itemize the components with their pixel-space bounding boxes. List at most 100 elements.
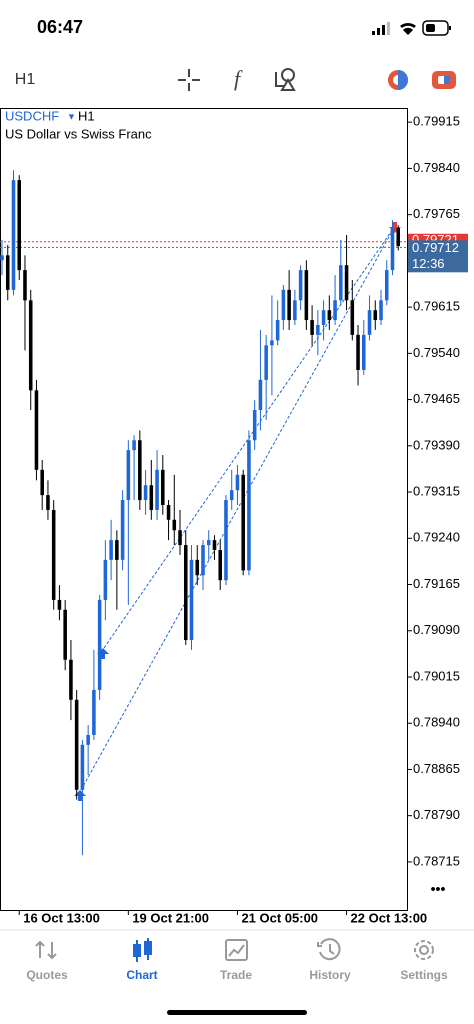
candle-body [28,300,33,391]
candle-body [23,270,27,301]
candle-body [103,559,108,600]
x-tick-label: 19 Oct 21:00 [132,910,209,925]
candle-body [229,490,234,501]
candle-body [149,485,154,510]
candle-body [172,519,177,531]
home-indicator [167,1010,307,1015]
candle-body [293,300,297,321]
toolbar-timeframe[interactable]: H1 [15,71,36,88]
candle-body [109,540,113,560]
chart-subtitle: US Dollar vs Swiss Franc [5,126,152,141]
candle-body [86,734,90,745]
y-tick-label: 0.79390 [413,437,460,452]
y-tick-label: 0.78790 [413,807,460,822]
candle-body [97,599,102,690]
candle-body [379,300,383,321]
indicator-icon[interactable]: f [234,66,243,91]
candle-body [321,310,326,325]
candle-body [356,334,360,370]
candle-body [178,530,182,546]
tab-label[interactable]: Quotes [26,968,68,982]
more-button[interactable]: ••• [431,881,446,897]
candle-body [275,320,280,341]
candle-body [373,310,378,321]
candle-body [143,485,148,501]
y-tick-label: 0.79240 [413,530,460,545]
x-tick-label: 21 Oct 05:00 [241,910,318,925]
y-tick-label: 0.79840 [413,160,460,175]
candle-body [138,440,142,501]
chart-timeframe: H1 [78,108,95,123]
candle-body [34,390,39,470]
trade-icon[interactable] [432,71,456,89]
candle-body [132,440,136,451]
candle-body [281,289,286,321]
chart-symbol: USDCHF [5,108,59,123]
y-tick-label: 0.79615 [413,299,460,314]
candle-body [287,289,291,321]
chart-frame [0,108,408,911]
candle-body [224,500,228,581]
candle-body [189,559,194,640]
candle-body [367,310,372,335]
y-tick-label: 0.79540 [413,345,460,360]
candle-body [339,265,343,301]
candle-body [304,270,309,321]
y-tick-label: 0.79915 [413,114,460,129]
candle-body [63,609,67,660]
candle-body [80,744,85,790]
candle-body [298,270,303,301]
objects-icon[interactable] [275,68,296,91]
account-icon[interactable] [388,70,408,90]
candle-body [270,340,274,346]
candle-body [327,310,332,321]
candle-body [206,540,211,546]
y-tick-label: 0.79165 [413,576,460,591]
candle-body [51,509,56,600]
status-time: 06:47 [37,17,83,37]
candle-body [17,180,22,271]
candle-body [155,469,159,510]
symbol-dropdown[interactable]: ▼ [67,111,76,121]
candle-body [40,469,44,496]
candle-body [247,440,251,571]
candle-body [218,549,223,581]
y-tick-label: 0.79315 [413,483,460,498]
bid-label: 0.79712 [412,240,459,255]
tab-label[interactable]: Settings [400,968,448,982]
y-tick-label: 0.78940 [413,715,460,730]
candle-body [183,545,188,640]
candle-body [161,469,165,505]
candle-body [344,265,349,301]
candle-body [120,500,125,560]
sell-arrow [389,222,401,233]
y-tick-label: 0.79465 [413,391,460,406]
candle-body [241,474,245,571]
y-tick-label: 0.78865 [413,761,460,776]
candle-body [333,300,337,321]
crosshair-icon[interactable] [178,69,200,91]
candle-body [195,559,200,576]
candle-body [201,545,205,576]
x-tick-label: 22 Oct 13:00 [351,910,428,925]
candle-body [264,345,268,380]
candle-body [0,255,4,261]
tab-label[interactable]: Trade [220,968,252,982]
bid-label-box [408,240,468,273]
candle-body [252,410,257,441]
y-tick-label: 0.79015 [413,668,460,683]
candle-body [115,540,119,560]
tab-label[interactable]: History [309,968,351,982]
candle-body [5,255,10,290]
y-tick-label: 0.78715 [413,853,460,868]
candle-body [235,474,240,491]
tab-icons [35,938,434,962]
y-tick-label: 0.79090 [413,622,460,637]
bar-timer: 12:36 [412,256,445,271]
candle-body [166,504,171,520]
candle-body [126,450,131,501]
tab-label[interactable]: Chart [126,968,157,982]
candle-body [396,228,401,247]
